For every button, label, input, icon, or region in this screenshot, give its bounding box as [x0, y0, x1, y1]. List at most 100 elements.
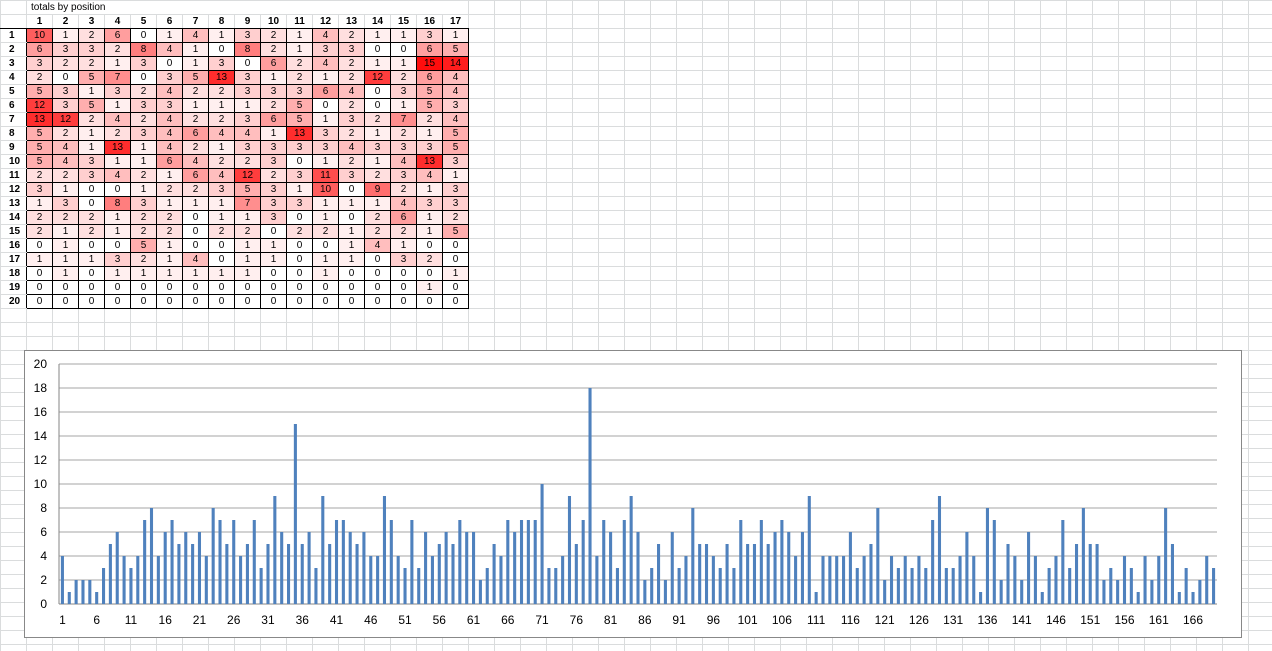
table-cell[interactable]: 5	[26, 126, 53, 141]
table-cell[interactable]: 0	[104, 294, 131, 309]
table-cell[interactable]: 2	[156, 224, 183, 239]
table-cell[interactable]: 0	[78, 266, 105, 281]
table-cell[interactable]: 12	[234, 168, 261, 183]
table-cell[interactable]: 1	[260, 252, 287, 267]
table-cell[interactable]: 3	[26, 56, 53, 71]
table-cell[interactable]: 0	[286, 210, 313, 225]
row-header[interactable]: 12	[0, 182, 27, 197]
table-cell[interactable]: 0	[78, 280, 105, 295]
table-cell[interactable]: 1	[156, 266, 183, 281]
table-cell[interactable]: 0	[182, 294, 209, 309]
table-cell[interactable]: 0	[338, 280, 365, 295]
table-cell[interactable]: 0	[338, 182, 365, 197]
row-header[interactable]: 11	[0, 168, 27, 183]
table-cell[interactable]: 4	[312, 56, 339, 71]
table-cell[interactable]: 13	[104, 140, 131, 155]
table-cell[interactable]: 1	[78, 84, 105, 99]
row-header[interactable]: 20	[0, 294, 27, 309]
table-cell[interactable]: 1	[156, 196, 183, 211]
table-cell[interactable]: 2	[390, 224, 417, 239]
table-cell[interactable]: 0	[364, 280, 391, 295]
table-cell[interactable]: 1	[338, 238, 365, 253]
table-cell[interactable]: 3	[130, 126, 157, 141]
table-cell[interactable]: 2	[78, 112, 105, 127]
table-cell[interactable]: 3	[234, 84, 261, 99]
table-cell[interactable]: 0	[130, 280, 157, 295]
table-cell[interactable]: 0	[182, 238, 209, 253]
table-cell[interactable]: 0	[26, 238, 53, 253]
table-cell[interactable]: 3	[234, 28, 261, 43]
table-cell[interactable]: 1	[416, 224, 443, 239]
column-header[interactable]: 11	[286, 14, 313, 29]
table-cell[interactable]: 5	[442, 140, 469, 155]
table-cell[interactable]: 1	[156, 252, 183, 267]
row-header[interactable]: 2	[0, 42, 27, 57]
table-cell[interactable]: 0	[364, 84, 391, 99]
table-cell[interactable]: 0	[286, 238, 313, 253]
table-cell[interactable]: 2	[338, 70, 365, 85]
table-cell[interactable]: 1	[52, 252, 79, 267]
table-cell[interactable]: 2	[104, 42, 131, 57]
table-cell[interactable]: 0	[104, 280, 131, 295]
table-cell[interactable]: 5	[234, 182, 261, 197]
column-header[interactable]: 13	[338, 14, 365, 29]
table-cell[interactable]: 0	[338, 266, 365, 281]
table-cell[interactable]: 0	[104, 182, 131, 197]
table-cell[interactable]: 0	[416, 238, 443, 253]
table-cell[interactable]: 2	[182, 84, 209, 99]
table-cell[interactable]: 3	[130, 98, 157, 113]
table-cell[interactable]: 3	[260, 210, 287, 225]
table-cell[interactable]: 1	[234, 210, 261, 225]
table-cell[interactable]: 1	[52, 182, 79, 197]
table-cell[interactable]: 4	[442, 112, 469, 127]
table-cell[interactable]: 3	[390, 84, 417, 99]
table-cell[interactable]: 1	[52, 28, 79, 43]
table-cell[interactable]: 0	[312, 238, 339, 253]
table-cell[interactable]: 1	[312, 154, 339, 169]
table-cell[interactable]: 14	[442, 56, 469, 71]
row-header[interactable]: 6	[0, 98, 27, 113]
table-cell[interactable]: 2	[130, 210, 157, 225]
table-cell[interactable]: 2	[26, 210, 53, 225]
table-cell[interactable]: 0	[52, 294, 79, 309]
table-cell[interactable]: 3	[286, 196, 313, 211]
table-cell[interactable]: 2	[52, 56, 79, 71]
table-cell[interactable]: 0	[286, 266, 313, 281]
table-cell[interactable]: 2	[260, 28, 287, 43]
table-cell[interactable]: 4	[104, 168, 131, 183]
table-cell[interactable]: 1	[234, 252, 261, 267]
row-header[interactable]: 4	[0, 70, 27, 85]
table-cell[interactable]: 2	[338, 154, 365, 169]
table-cell[interactable]: 1	[130, 266, 157, 281]
table-cell[interactable]: 4	[156, 42, 183, 57]
table-cell[interactable]: 2	[208, 112, 235, 127]
table-cell[interactable]: 4	[156, 126, 183, 141]
table-cell[interactable]: 0	[312, 280, 339, 295]
table-cell[interactable]: 12	[52, 112, 79, 127]
table-cell[interactable]: 0	[52, 280, 79, 295]
table-cell[interactable]: 3	[416, 140, 443, 155]
column-header[interactable]: 9	[234, 14, 261, 29]
table-cell[interactable]: 3	[442, 196, 469, 211]
table-cell[interactable]: 1	[78, 140, 105, 155]
table-cell[interactable]: 6	[260, 56, 287, 71]
table-cell[interactable]: 0	[390, 294, 417, 309]
table-cell[interactable]: 0	[52, 70, 79, 85]
table-cell[interactable]: 0	[364, 294, 391, 309]
table-cell[interactable]: 1	[338, 224, 365, 239]
column-header[interactable]: 12	[312, 14, 339, 29]
table-cell[interactable]: 2	[416, 252, 443, 267]
table-cell[interactable]: 0	[182, 224, 209, 239]
table-cell[interactable]: 4	[182, 28, 209, 43]
table-cell[interactable]: 3	[260, 154, 287, 169]
table-cell[interactable]: 0	[182, 280, 209, 295]
table-cell[interactable]: 0	[286, 294, 313, 309]
table-cell[interactable]: 3	[156, 70, 183, 85]
row-header[interactable]: 14	[0, 210, 27, 225]
column-header[interactable]: 2	[52, 14, 79, 29]
table-cell[interactable]: 2	[338, 126, 365, 141]
table-cell[interactable]: 1	[234, 98, 261, 113]
table-cell[interactable]: 4	[364, 238, 391, 253]
table-cell[interactable]: 5	[130, 238, 157, 253]
table-cell[interactable]: 1	[208, 28, 235, 43]
